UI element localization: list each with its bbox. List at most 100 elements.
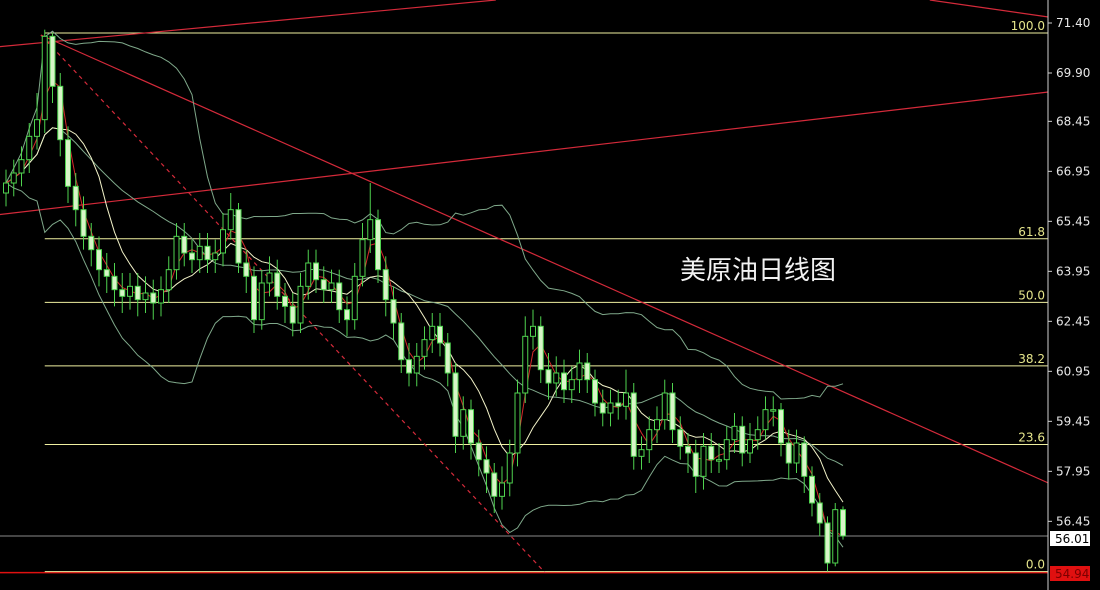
bearish-candle-body <box>630 392 637 457</box>
candle <box>530 309 536 350</box>
bullish-candle-body <box>514 392 521 454</box>
bearish-candle-body <box>344 309 350 321</box>
candle <box>103 252 110 293</box>
candle <box>646 416 653 463</box>
candle <box>359 222 366 287</box>
candle <box>65 126 71 203</box>
candle <box>212 239 219 273</box>
bullish-candle-body <box>576 362 583 381</box>
candle <box>739 416 746 467</box>
bearish-candle-body <box>692 452 699 477</box>
y-tick-label: 71.40 <box>1056 16 1090 30</box>
candle <box>111 262 118 307</box>
current-price-label: 56.01 <box>1055 532 1089 546</box>
bearish-candle-body <box>65 139 71 187</box>
bullish-candle-body <box>421 339 428 357</box>
y-tick-label: 59.45 <box>1056 414 1090 428</box>
candle <box>770 396 777 427</box>
drawing-layer: 100.0 61.8 50.0 38.2 23.6 0.0 <box>0 0 1049 574</box>
bearish-candle-body <box>685 445 691 454</box>
low-price-box: 54.94 <box>1050 566 1090 581</box>
bearish-candle-body <box>468 409 474 444</box>
candle <box>158 276 164 317</box>
candle <box>623 369 629 420</box>
bullish-candle-body <box>832 509 839 564</box>
bullish-candle-body <box>26 135 33 161</box>
bullish-candle-body <box>266 272 273 284</box>
candle <box>34 92 40 150</box>
candle <box>809 466 815 517</box>
candles-layer <box>3 29 846 572</box>
fib-level-label: 38.2 <box>1018 352 1045 366</box>
bullish-candle-body <box>158 289 164 304</box>
bearish-candle-body <box>778 409 784 444</box>
candle <box>754 416 761 450</box>
bullish-candle-body <box>716 459 722 462</box>
bollinger-upper-band <box>5 30 844 400</box>
bullish-candle-body <box>413 355 420 374</box>
candle <box>630 382 637 470</box>
bearish-candle-body <box>57 85 64 141</box>
bearish-candle-body <box>390 299 397 324</box>
current-price-box: 56.01 <box>1050 531 1090 546</box>
y-tick-label: 57.95 <box>1056 464 1090 478</box>
candle <box>568 366 575 403</box>
candle <box>801 436 808 493</box>
candle <box>227 192 234 240</box>
candle <box>778 402 784 457</box>
bullish-candle-body <box>258 282 265 321</box>
bearish-candle-body <box>840 509 846 537</box>
bullish-candle-body <box>3 182 9 194</box>
bearish-candle-body <box>320 279 327 291</box>
trendline <box>929 0 1049 18</box>
candle <box>398 312 405 373</box>
bearish-candle-body <box>592 379 598 404</box>
candle <box>592 369 598 417</box>
bearish-candle-body <box>111 275 118 291</box>
trendline <box>0 0 496 48</box>
fib-level-label: 23.6 <box>1018 431 1045 445</box>
bearish-candle-body <box>88 235 95 251</box>
bearish-candle-body <box>313 262 319 281</box>
low-price-label: 54.94 <box>1055 567 1089 581</box>
bullish-candle-body <box>41 35 48 121</box>
bullish-candle-body <box>700 445 707 477</box>
bearish-candle-body <box>103 269 110 277</box>
bearish-candle-body <box>289 305 296 324</box>
candle <box>661 379 668 430</box>
bearish-candle-body <box>545 369 552 384</box>
bearish-candle-body <box>785 442 792 464</box>
candle <box>700 432 707 490</box>
candle <box>328 269 335 303</box>
bullish-candle-body <box>165 269 172 291</box>
bearish-candle-body <box>801 442 808 477</box>
candle <box>429 312 436 353</box>
candle <box>692 439 699 493</box>
bullish-candle-body <box>34 119 40 137</box>
candle <box>437 312 443 357</box>
candle <box>189 239 195 273</box>
candle <box>127 272 133 310</box>
y-tick-label: 68.45 <box>1056 114 1090 128</box>
bullish-candle-body <box>793 442 800 464</box>
bullish-candle-body <box>10 172 17 184</box>
bullish-candle-body <box>747 439 753 454</box>
bullish-candle-body <box>18 159 25 174</box>
current-price-bg <box>1050 531 1090 546</box>
candle <box>785 429 792 480</box>
fib-level-label: 0.0 <box>1026 558 1045 572</box>
bullish-candle-body <box>499 482 505 497</box>
chart-title: 美原油日线图 <box>680 256 836 286</box>
bearish-candle-body <box>452 372 459 437</box>
candle <box>72 172 79 227</box>
bullish-candle-body <box>723 439 730 461</box>
bullish-candle-body <box>305 262 312 287</box>
bearish-candle-body <box>599 402 606 414</box>
bearish-candle-body <box>398 322 405 361</box>
candle <box>382 256 389 317</box>
bearish-candle-body <box>615 402 622 407</box>
candle <box>840 506 846 540</box>
bullish-candle-body <box>127 285 133 297</box>
bullish-candle-body <box>429 325 436 341</box>
